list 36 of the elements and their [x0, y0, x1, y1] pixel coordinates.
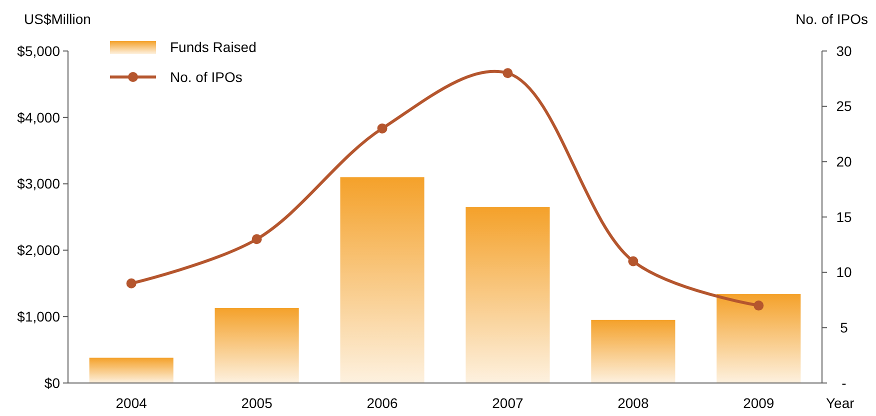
- y-tick-label: $1,000: [17, 308, 60, 324]
- bar: [716, 294, 801, 383]
- bar: [591, 320, 676, 383]
- y-tick-label: $3,000: [17, 176, 60, 192]
- point: [754, 300, 764, 311]
- point: [252, 234, 262, 244]
- y-tick-label: $4,000: [17, 109, 60, 126]
- legend-label: Funds Raised: [170, 38, 256, 55]
- y-tick-label: $5,000: [17, 42, 60, 59]
- bar: [466, 207, 550, 383]
- bar: [340, 177, 424, 383]
- bar: [214, 308, 299, 383]
- y2-tick-label: 10: [836, 264, 852, 280]
- y-tick-label: $2,000: [17, 242, 60, 258]
- legend-label: No. of IPOs: [170, 68, 242, 85]
- y2-tick-label: 5: [840, 320, 848, 336]
- point: [126, 278, 136, 288]
- bar: [89, 358, 174, 383]
- y2-tick-label: 30: [836, 42, 852, 59]
- x-tick-label: 2005: [241, 395, 273, 411]
- x-tick-label: 2008: [618, 395, 649, 411]
- y2-tick-label: 20: [836, 154, 852, 170]
- x-tick-label: 2006: [366, 395, 398, 411]
- x-axis-title: Year: [826, 395, 855, 411]
- x-tick-label: 2004: [116, 395, 148, 411]
- y-axis-title: US$Million: [24, 11, 91, 27]
- point: [628, 256, 638, 266]
- y2-tick-label: 25: [836, 98, 852, 114]
- point: [502, 68, 513, 78]
- x-tick-label: 2009: [743, 395, 774, 411]
- point: [377, 123, 388, 134]
- y-tick-label: $0: [44, 374, 60, 391]
- x-tick-label: 2007: [492, 395, 524, 411]
- y2-axis-title: No. of IPOs: [796, 11, 868, 27]
- y2-tick-label: -: [842, 374, 847, 391]
- y2-tick-label: 15: [836, 208, 852, 225]
